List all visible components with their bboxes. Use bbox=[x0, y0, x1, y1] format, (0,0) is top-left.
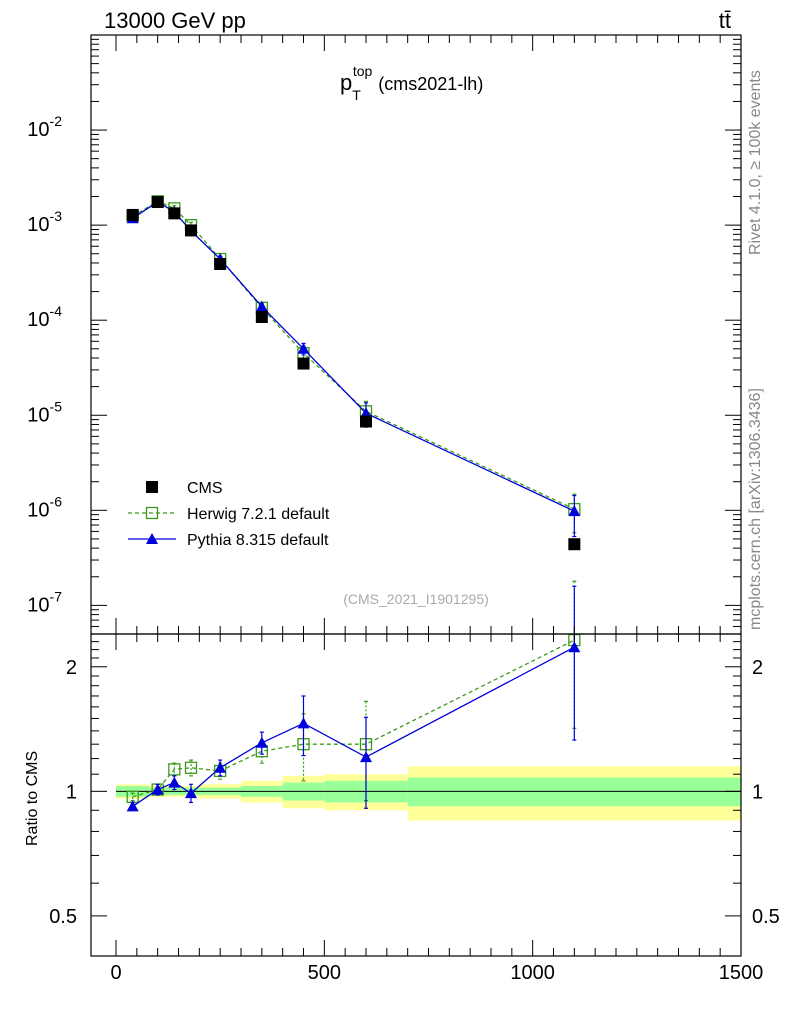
cms-data-point bbox=[297, 357, 310, 370]
cms-data-point bbox=[255, 311, 268, 324]
y-tick-label: 10-5 bbox=[27, 398, 62, 426]
y-tick-base: 10 bbox=[27, 119, 49, 141]
ratio-y-tick-label: 1 bbox=[66, 781, 77, 803]
header-right: tt̄ bbox=[719, 8, 731, 33]
cms-data-point bbox=[214, 258, 227, 271]
header-left: 13000 GeV pp bbox=[104, 8, 246, 33]
y-tick-exponent: -5 bbox=[50, 398, 63, 414]
legend: CMS Herwig 7.2.1 default Pythia 8.315 defa… bbox=[128, 480, 330, 549]
legend-label: Herwig 7.2.1 default bbox=[187, 506, 330, 523]
ratio-plot-frame bbox=[90, 633, 742, 957]
legend-label: CMS bbox=[187, 480, 223, 497]
legend-label: Pythia 8.315 default bbox=[187, 532, 329, 549]
cms-data-point bbox=[360, 415, 372, 428]
y-tick-base: 10 bbox=[27, 499, 49, 521]
rivet-label: Rivet 4.1.0, ≥ 100k events bbox=[747, 70, 764, 255]
y-tick-exponent: -3 bbox=[50, 208, 63, 224]
cms-data-point bbox=[168, 207, 181, 220]
x-tick-label: 0 bbox=[110, 962, 121, 984]
herwig-marker bbox=[145, 506, 159, 520]
y-tick-exponent: -7 bbox=[50, 588, 63, 604]
ratio-y-tick-label-right: 1 bbox=[752, 781, 763, 803]
y-tick-label: 10-3 bbox=[27, 208, 62, 236]
cms-data-point bbox=[146, 481, 158, 493]
cms-data-point bbox=[126, 208, 139, 221]
y-tick-label: 10-7 bbox=[27, 588, 62, 616]
ratio-ylabel: Ratio to CMS bbox=[24, 751, 41, 846]
axis-ticks bbox=[91, 34, 742, 957]
band-inner-bin bbox=[407, 777, 741, 807]
y-tick-label: 10-6 bbox=[27, 493, 62, 521]
title-superscript: top bbox=[353, 63, 373, 79]
pythia-marker bbox=[168, 776, 181, 788]
pythia-marker bbox=[360, 751, 372, 763]
watermark: (CMS_2021_I1901295) bbox=[343, 591, 489, 607]
pythia-line bbox=[132, 201, 575, 512]
y-tick-exponent: -2 bbox=[50, 113, 63, 129]
y-tick-base: 10 bbox=[27, 309, 49, 331]
pythia-marker bbox=[255, 300, 268, 312]
main-series-layer bbox=[126, 195, 581, 551]
pythia-marker bbox=[255, 736, 268, 748]
ratio-series-layer bbox=[126, 580, 581, 812]
title-main: p bbox=[340, 70, 352, 95]
cms-data-point bbox=[151, 196, 164, 209]
x-tick-label: 500 bbox=[308, 962, 341, 984]
pythia-marker bbox=[568, 641, 581, 653]
pythia-marker bbox=[185, 787, 197, 799]
ratio-y-tick-label-right: 2 bbox=[752, 657, 763, 679]
ratio-y-tick-label: 2 bbox=[66, 657, 77, 679]
mcplots-label: mcplots.cern.ch [arXiv:1306.3436] bbox=[747, 388, 764, 630]
ratio-uncertainty-bands bbox=[116, 766, 741, 821]
y-tick-label: 10-2 bbox=[27, 113, 62, 141]
y-tick-exponent: -6 bbox=[50, 493, 63, 509]
pythia-marker bbox=[126, 800, 139, 812]
pythia-marker bbox=[297, 342, 310, 354]
pythia-marker bbox=[297, 717, 310, 729]
ratio-y-tick-label-right: 0.5 bbox=[752, 906, 780, 928]
pythia-marker bbox=[151, 783, 164, 795]
title-suffix: (cms2021-lh) bbox=[378, 74, 483, 94]
pythia-marker bbox=[214, 761, 227, 773]
herwig-line bbox=[132, 200, 575, 510]
x-tick-label: 1000 bbox=[510, 962, 555, 984]
y-tick-base: 10 bbox=[27, 404, 49, 426]
y-tick-label: 10-4 bbox=[27, 303, 62, 331]
pythia-marker bbox=[568, 505, 581, 517]
cms-data-point bbox=[185, 224, 197, 237]
y-tick-base: 10 bbox=[27, 594, 49, 616]
ratio-y-tick-label: 0.5 bbox=[49, 906, 77, 928]
pythia-marker bbox=[146, 533, 158, 544]
y-tick-base: 10 bbox=[27, 214, 49, 236]
herwig-marker bbox=[184, 761, 198, 774]
plot-title: pTtop (cms2021-lh) bbox=[340, 63, 483, 103]
x-tick-label: 1500 bbox=[719, 962, 764, 984]
herwig-marker bbox=[168, 763, 181, 776]
y-tick-exponent: -4 bbox=[50, 303, 63, 319]
cms-data-point bbox=[568, 538, 581, 551]
title-subscript: T bbox=[352, 87, 361, 103]
